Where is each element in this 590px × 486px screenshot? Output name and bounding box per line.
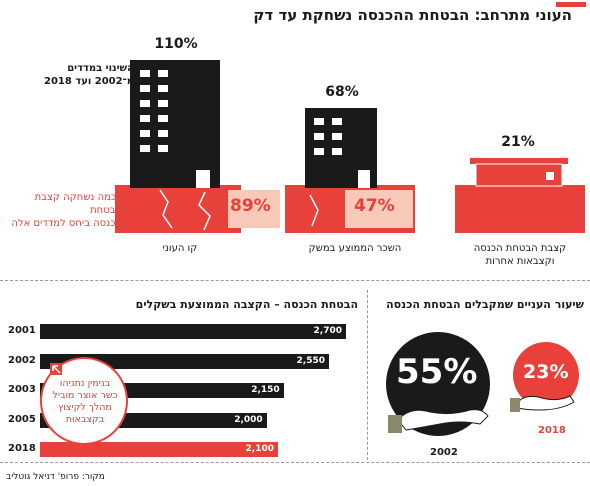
change-value: 110% bbox=[154, 36, 198, 52]
bar bbox=[40, 324, 346, 339]
legend-change-line: השינוי במדדים bbox=[67, 63, 134, 74]
page-title: העוני מתרחב: הבטחת ההכנסה נשחקת עד דק bbox=[253, 6, 572, 24]
item-label-line: וקצבאות אחרות bbox=[485, 256, 555, 267]
annotation-line: בקצבאות bbox=[65, 414, 105, 425]
year-2018: 2018 bbox=[538, 425, 566, 436]
year-2002: 2002 bbox=[430, 447, 458, 458]
sleeve-2002 bbox=[388, 415, 402, 433]
hand-2018 bbox=[517, 395, 575, 411]
eroded-box-wage bbox=[345, 190, 413, 228]
recipients-title: שיעור העניים שמקבלים הבטחת הכנסה bbox=[386, 298, 584, 311]
building-average-wage bbox=[305, 108, 377, 188]
eroded-value: 89% bbox=[230, 196, 271, 216]
source-credit: מקור: פרופ' דניאל גוטליב bbox=[6, 472, 105, 482]
buildings-illustration bbox=[115, 60, 585, 233]
legend-eroded-line: הכנסה ביחס למדדים אלה bbox=[11, 218, 122, 229]
title-accent-bar bbox=[556, 2, 586, 7]
bar-value-label: 2,550 bbox=[296, 355, 325, 366]
bar-year-label: 2005 bbox=[8, 413, 36, 425]
crack-line bbox=[159, 189, 173, 229]
bar-year-label: 2018 bbox=[8, 443, 36, 454]
circle-2002 bbox=[386, 332, 490, 436]
footer-divider bbox=[0, 462, 590, 463]
building-poverty-line bbox=[130, 60, 220, 188]
change-value: 68% bbox=[325, 84, 359, 100]
legend-eroded: בכמה נשחקה קצבת הבטחת הכנסה ביחס למדדים … bbox=[4, 191, 122, 230]
bar-value-label: 2,000 bbox=[234, 414, 263, 425]
annotation-line: כשר אוצר מוביל bbox=[52, 390, 118, 401]
item-label-line: קצבת הבטחת הכנסה bbox=[473, 243, 567, 254]
item-label-line: קו העוני bbox=[162, 243, 198, 254]
bar-chart-title: הבטחת הכנסה – הקצבה הממוצעת בשקלים bbox=[135, 298, 358, 311]
annotation-circle bbox=[40, 357, 128, 445]
bar-value-label: 2,150 bbox=[251, 385, 280, 395]
column-divider bbox=[367, 290, 368, 460]
sleeve-2018 bbox=[510, 398, 520, 412]
crack-line bbox=[309, 194, 319, 227]
annotation-line: מהלך לקיצוץ bbox=[58, 402, 112, 413]
item-label: קצבת הבטחת הכנסה וקצבאות אחרות bbox=[460, 242, 580, 268]
legend-eroded-line: בכמה נשחקה קצבת הבטחת bbox=[34, 192, 122, 216]
bar-value-label: 2,700 bbox=[313, 326, 342, 336]
circle-2018 bbox=[513, 342, 579, 408]
building-allowance bbox=[470, 158, 568, 187]
item-label-line: השכר הממוצע במשק bbox=[308, 243, 402, 254]
section-divider bbox=[0, 280, 590, 281]
bar-value-label: 2,100 bbox=[245, 444, 274, 454]
bar bbox=[40, 353, 329, 369]
annotation-line: בנימין נתניהו bbox=[59, 378, 111, 389]
annotation-text: בנימין נתניהו כשר אוצר מוביל מהלך לקיצוץ… bbox=[42, 378, 128, 426]
change-value: 21% bbox=[501, 134, 535, 150]
eroded-value: 47% bbox=[354, 196, 395, 216]
item-label: קו העוני bbox=[130, 242, 230, 255]
bar-year-label: 2002 bbox=[8, 354, 36, 366]
ground-strip-allowance bbox=[455, 185, 585, 233]
value-2018: 23% bbox=[523, 361, 569, 383]
eroded-box-poverty bbox=[228, 190, 280, 228]
bar-year-label: 2001 bbox=[8, 325, 36, 336]
legend-change-line: מ־2002 ועד 2018 bbox=[43, 76, 134, 87]
hand-2002 bbox=[397, 409, 489, 431]
bar bbox=[40, 442, 278, 457]
item-label: השכר הממוצע במשק bbox=[295, 242, 415, 255]
legend-change: השינוי במדדים מ־2002 ועד 2018 bbox=[14, 62, 134, 88]
crack-line bbox=[198, 191, 211, 231]
ground-strip-poverty bbox=[115, 185, 241, 233]
bar-year-label: 2003 bbox=[8, 384, 36, 395]
value-2002: 55% bbox=[396, 352, 478, 392]
recipients-graphic bbox=[386, 332, 579, 436]
